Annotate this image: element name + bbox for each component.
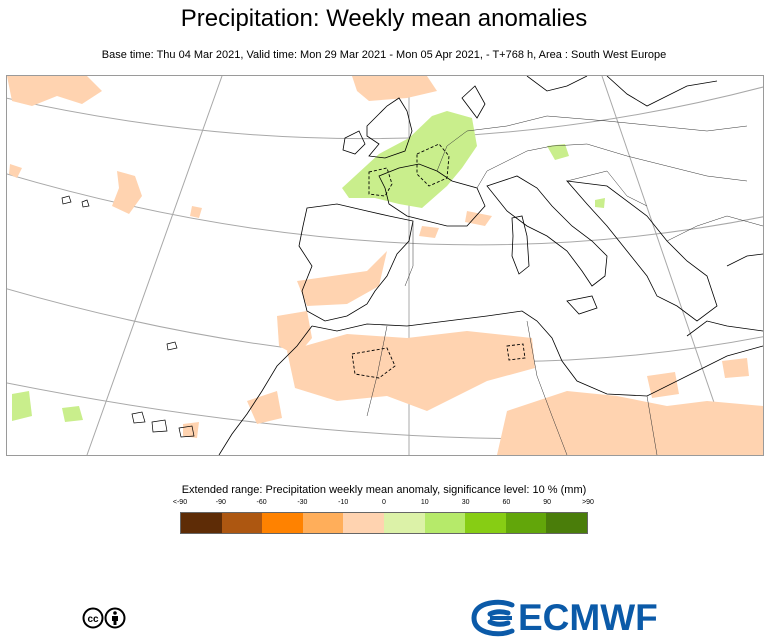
anomaly-patch: [62, 406, 83, 422]
ecmwf-logo-text: ECMWF: [518, 597, 658, 638]
coastline-denmark: [461, 85, 486, 119]
coastline-italy: [486, 175, 608, 287]
legend-swatch: [302, 513, 344, 533]
anomaly-patch: [647, 372, 679, 398]
legend-tick-label: 90: [543, 499, 552, 506]
legend-tick-label: -30: [297, 499, 308, 506]
coastlines: [218, 76, 763, 455]
anomaly-patch: [7, 76, 102, 106]
significance-contour: [368, 167, 393, 197]
legend-tick-label: 0: [382, 499, 386, 506]
anomaly-patch: [12, 391, 32, 421]
legend-swatch: [181, 513, 222, 533]
anomaly-patch: [247, 391, 282, 424]
coastline-balkans: [566, 180, 718, 322]
legend-tick-label: 60: [502, 499, 511, 506]
coastline-north-africa: [311, 310, 763, 397]
meridian-line: [86, 76, 223, 455]
page-subtitle: Base time: Thu 04 Mar 2021, Valid time: …: [101, 49, 667, 61]
legend-tick-label: >90: [582, 499, 594, 506]
legend-tick-label: -60: [256, 499, 267, 506]
border-line: [476, 143, 748, 189]
island-canaries: [131, 411, 146, 424]
legend-swatch: [465, 513, 506, 533]
legend-ticks: <-90 -90 -60 -30 -10 0 10 30 60 90 >90: [173, 498, 594, 510]
significance-contour: [506, 343, 526, 361]
island-madeira: [166, 341, 178, 351]
legend-swatch: [262, 513, 303, 533]
legend-tick-label: 10: [420, 499, 429, 506]
border-line: [436, 115, 748, 172]
anomaly-patch: [497, 391, 763, 455]
island-azores: [81, 199, 90, 208]
parallel-line: [7, 86, 763, 140]
svg-text:cc: cc: [87, 614, 99, 625]
creative-commons-by-icon: cc: [82, 607, 126, 629]
anomaly-map[interactable]: [6, 75, 764, 456]
coastline-britain: [366, 97, 413, 159]
islands: [61, 195, 195, 438]
legend-color-bar: [180, 512, 588, 534]
coastline-libya: [686, 320, 763, 337]
legend-swatch: [424, 513, 466, 533]
legend-swatch: [546, 513, 587, 533]
anomaly-patch: [352, 76, 437, 101]
legend-title: Extended range: Precipitation weekly mea…: [181, 484, 587, 496]
coastline-iberia: [298, 203, 414, 322]
anomaly-patch: [465, 211, 492, 226]
anomaly-patch: [595, 198, 605, 208]
coastline-sicily: [566, 295, 598, 315]
anomaly-patch: [722, 358, 749, 378]
legend-tick-label: 30: [461, 499, 470, 506]
anomaly-patch: [297, 251, 387, 306]
borders: [366, 115, 763, 455]
border-line: [366, 325, 388, 417]
coastline-corsica-sardinia: [511, 215, 530, 275]
anomaly-patch: [112, 171, 142, 214]
meridian-line: [601, 76, 733, 455]
ecmwf-wave-icon: [471, 599, 515, 637]
border-line: [646, 395, 658, 455]
coastline-baltic: [606, 76, 718, 107]
border-line: [566, 170, 648, 207]
legend-tick-label: -90: [215, 499, 226, 506]
coastline-turkey: [726, 253, 763, 267]
border-line: [666, 215, 763, 242]
coastline-scandinavia: [526, 76, 588, 92]
coastline-ireland: [342, 130, 366, 155]
legend-swatch: [505, 513, 547, 533]
island-azores: [61, 195, 72, 205]
positive-anomaly-areas: [12, 111, 605, 422]
anomaly-patch: [183, 422, 199, 438]
significance-contours: [351, 143, 526, 379]
anomaly-patch: [9, 164, 22, 178]
anomaly-patch: [277, 311, 312, 356]
significance-contour: [351, 347, 396, 379]
legend-swatch: [221, 513, 263, 533]
island-canaries: [151, 419, 168, 433]
anomaly-patch: [342, 111, 477, 208]
page-title: Precipitation: Weekly mean anomalies: [180, 5, 588, 32]
legend-swatch: [383, 513, 425, 533]
significance-contour: [416, 143, 450, 187]
island-canaries: [178, 425, 195, 438]
anomaly-patch: [287, 331, 535, 411]
legend-tick-label: <-90: [172, 499, 188, 506]
parallel-line: [7, 173, 763, 246]
anomaly-patch: [190, 206, 202, 218]
legend-tick-label: -10: [338, 499, 349, 506]
anomaly-patch: [419, 226, 439, 238]
ecmwf-logo: [470, 598, 690, 638]
coastline-france: [378, 163, 486, 227]
map-canvas: [7, 76, 763, 455]
anomaly-patch: [547, 144, 569, 160]
map-graticule: [7, 76, 763, 455]
coastline-morocco-atlantic: [218, 325, 313, 455]
border-line: [404, 221, 414, 287]
border-line: [526, 320, 568, 455]
negative-anomaly-areas: [7, 76, 763, 455]
legend-swatch: [343, 513, 384, 533]
